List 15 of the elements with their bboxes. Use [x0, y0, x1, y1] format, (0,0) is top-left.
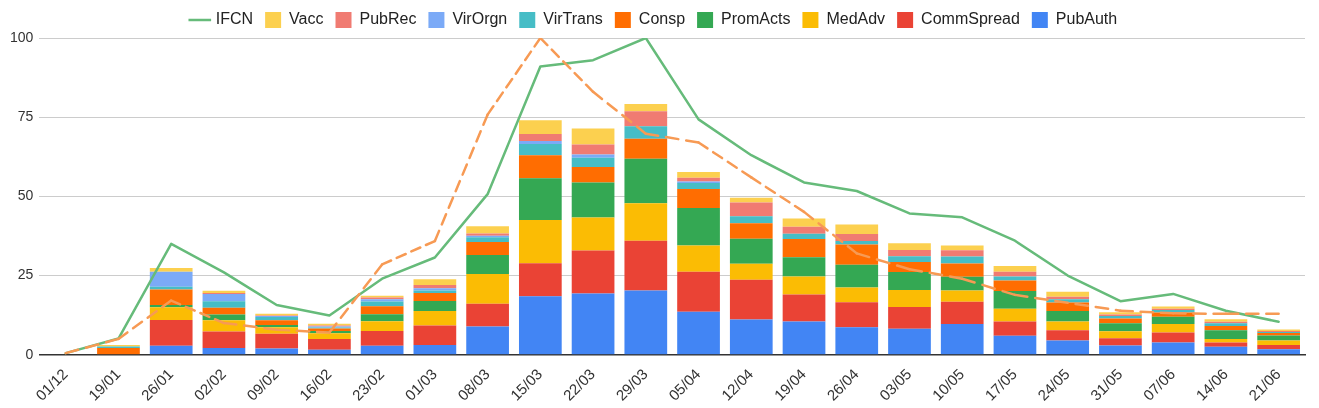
y-tick-label: 75 [17, 108, 34, 125]
legend-label: PubRec [359, 10, 417, 28]
legend-label: Consp [638, 10, 686, 28]
legend-label: VirTrans [543, 10, 603, 28]
legend-label: CommSpread [921, 10, 1020, 28]
legend-label: VirOrgn [452, 10, 508, 28]
y-tick-label: 25 [17, 266, 34, 283]
legend-label: PromActs [721, 10, 791, 28]
legend-label: MedAdv [826, 10, 886, 28]
y-tick-label: 50 [17, 187, 34, 204]
legend-label: Vacc [289, 10, 324, 28]
legend-label: PubAuth [1055, 10, 1118, 28]
legend-label: IFCN [215, 10, 254, 28]
y-tick-label: 0 [25, 345, 34, 362]
y-tick-label: 100 [10, 28, 34, 45]
